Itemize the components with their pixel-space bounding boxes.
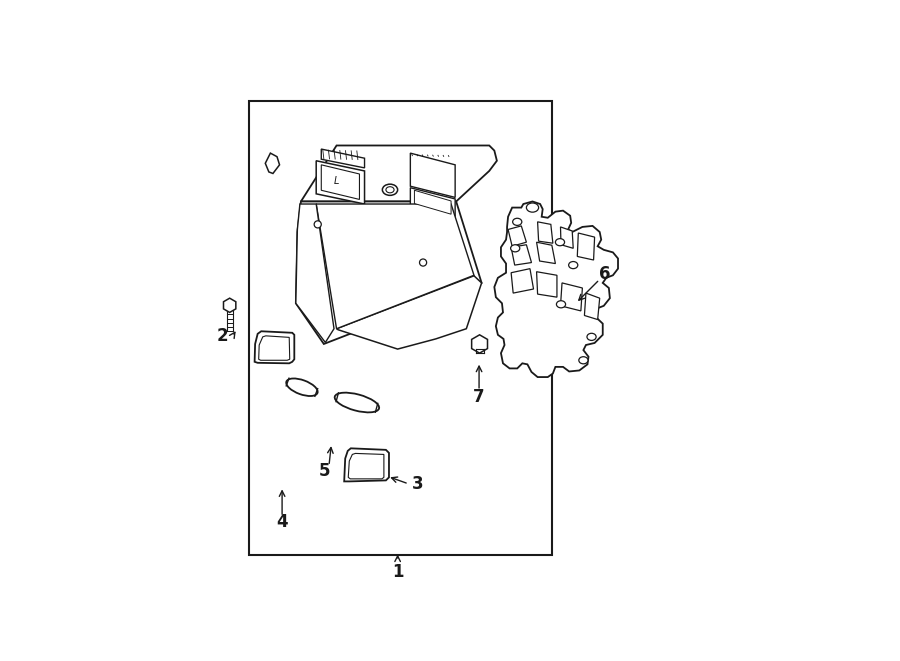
Polygon shape (255, 331, 294, 364)
Polygon shape (316, 161, 364, 204)
Polygon shape (494, 202, 618, 377)
Ellipse shape (556, 301, 565, 308)
Polygon shape (511, 268, 534, 293)
Text: 1: 1 (392, 563, 403, 581)
Polygon shape (536, 272, 557, 297)
Text: 6: 6 (599, 265, 610, 284)
Polygon shape (266, 153, 280, 173)
Polygon shape (316, 204, 474, 329)
Polygon shape (348, 453, 384, 479)
Text: 4: 4 (276, 513, 288, 531)
Circle shape (419, 259, 427, 266)
Polygon shape (511, 245, 532, 265)
Polygon shape (410, 188, 455, 217)
Polygon shape (301, 145, 497, 202)
Ellipse shape (555, 239, 564, 246)
Polygon shape (410, 153, 455, 198)
Text: 5: 5 (320, 462, 330, 481)
Polygon shape (296, 202, 482, 344)
Ellipse shape (382, 184, 398, 196)
Ellipse shape (386, 186, 394, 193)
Polygon shape (321, 165, 359, 200)
Polygon shape (344, 448, 389, 481)
Polygon shape (258, 336, 290, 360)
Polygon shape (508, 226, 526, 247)
Polygon shape (321, 149, 365, 168)
Bar (249, 100, 552, 555)
Ellipse shape (510, 245, 520, 252)
Polygon shape (536, 242, 555, 264)
Polygon shape (414, 190, 451, 214)
Ellipse shape (579, 357, 588, 364)
Polygon shape (296, 204, 334, 342)
Polygon shape (337, 276, 482, 349)
Polygon shape (561, 227, 573, 249)
Ellipse shape (526, 203, 538, 212)
Ellipse shape (513, 218, 522, 225)
Text: L: L (334, 176, 339, 186)
Polygon shape (561, 283, 582, 311)
Text: 3: 3 (412, 475, 424, 493)
Ellipse shape (569, 262, 578, 268)
Ellipse shape (587, 333, 596, 340)
Ellipse shape (335, 393, 379, 412)
Polygon shape (577, 233, 595, 260)
Polygon shape (537, 222, 553, 243)
Polygon shape (584, 293, 599, 319)
Text: 2: 2 (216, 327, 228, 345)
Circle shape (314, 221, 321, 228)
Text: 7: 7 (473, 388, 485, 406)
Ellipse shape (286, 379, 318, 396)
